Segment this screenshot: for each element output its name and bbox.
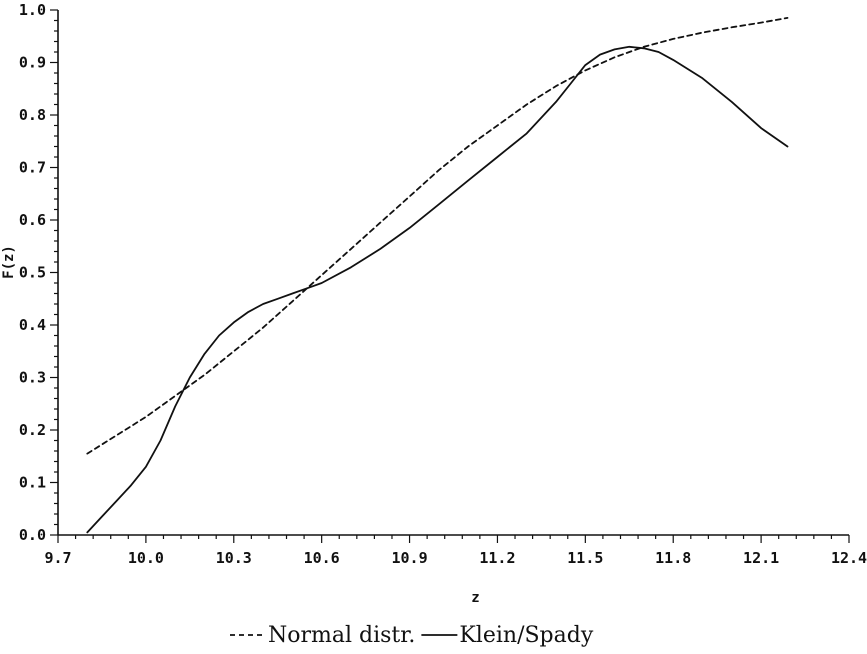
y-tick-label: 0.3 (19, 369, 46, 387)
y-tick-label: 0.0 (19, 526, 46, 544)
y-tick-label: 0.1 (19, 474, 46, 492)
axes (57, 10, 849, 536)
legend-label-0: Normal distr. (268, 623, 415, 648)
y-axis-title: F(z) (1, 245, 17, 279)
x-tick-label: 10.9 (391, 549, 427, 567)
y-tick-label: 0.9 (19, 54, 46, 72)
series-layer (86, 16, 789, 534)
x-tick-label: 10.6 (304, 549, 340, 567)
x-tick-label: 9.7 (44, 549, 71, 567)
y-tick-label: 0.5 (19, 264, 46, 282)
y-ticks: 0.0 0.1 0.2 0.3 0.4 0.5 0.6 0.7 0.8 0.9 1.0 (19, 1, 58, 544)
x-tick-label: 11.5 (567, 549, 603, 567)
x-tick-label: 12.4 (831, 549, 867, 567)
x-ticks: 9.7 10.0 10.3 10.6 10.9 11.2 11.5 11.8 12.1 12.4 (44, 535, 867, 567)
x-tick-label: 10.3 (216, 549, 252, 567)
series-line-0 (86, 16, 789, 455)
x-tick-label: 11.2 (479, 549, 515, 567)
y-tick-label: 0.7 (19, 159, 46, 177)
y-tick-label: 1.0 (19, 1, 46, 19)
legend-label-1: Klein/Spady (459, 623, 593, 648)
y-tick-label: 0.2 (19, 421, 46, 439)
legend: Normal distr. Klein/Spady (230, 623, 594, 648)
y-tick-label: 0.4 (19, 316, 46, 334)
y-tick-label: 0.6 (19, 211, 46, 229)
y-tick-label: 0.8 (19, 106, 46, 124)
x-tick-label: 12.1 (743, 549, 779, 567)
x-tick-label: 11.8 (655, 549, 691, 567)
x-tick-label: 10.0 (128, 549, 164, 567)
x-axis-title: z (471, 590, 479, 606)
series-line-1 (86, 45, 789, 534)
